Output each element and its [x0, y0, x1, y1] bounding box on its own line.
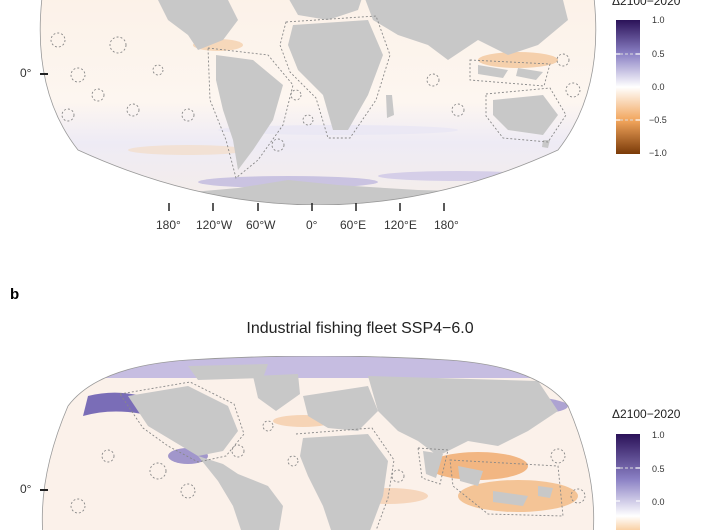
colorbar-a-tick: −1.0 — [649, 148, 667, 158]
map-a — [39, 0, 597, 205]
colorbar-b-tick: 1.0 — [652, 430, 665, 440]
colorbar-b-title: Δ2100−2020 — [612, 407, 681, 421]
lon-tick-label: 120°W — [196, 218, 233, 232]
colorbar-a-tick: −0.5 — [649, 115, 667, 125]
lon-tick-label: 180° — [434, 218, 459, 232]
lon-tick-marks-a — [168, 203, 445, 211]
panel-title-b: Industrial fishing fleet SSP4−6.0 — [246, 320, 474, 337]
lat-tick-b — [40, 489, 48, 491]
lat-label-b: 0° — [20, 482, 32, 496]
colorbar-b-tick: 0.5 — [652, 464, 665, 474]
colorbar-a-tick: 0.5 — [652, 49, 665, 59]
colorbar-a-tick: 0.0 — [652, 82, 665, 92]
lat-tick-a — [40, 73, 48, 75]
map-b — [41, 356, 595, 530]
colorbar-b-tick: 0.0 — [652, 497, 665, 507]
lon-tick-label: 60°E — [340, 218, 367, 232]
lon-tick-label: 0° — [306, 218, 318, 232]
panel-letter-b: b — [10, 286, 20, 303]
colorbar-b — [616, 434, 640, 530]
lon-tick-label: 120°E — [384, 218, 417, 232]
lon-tick-label: 180° — [156, 218, 181, 232]
lat-label-a: 0° — [20, 66, 32, 80]
colorbar-a-title: Δ2100−2020 — [612, 0, 681, 8]
colorbar-a — [616, 20, 640, 154]
colorbar-a-tick: 1.0 — [652, 15, 665, 25]
lon-tick-label: 60°W — [246, 218, 276, 232]
